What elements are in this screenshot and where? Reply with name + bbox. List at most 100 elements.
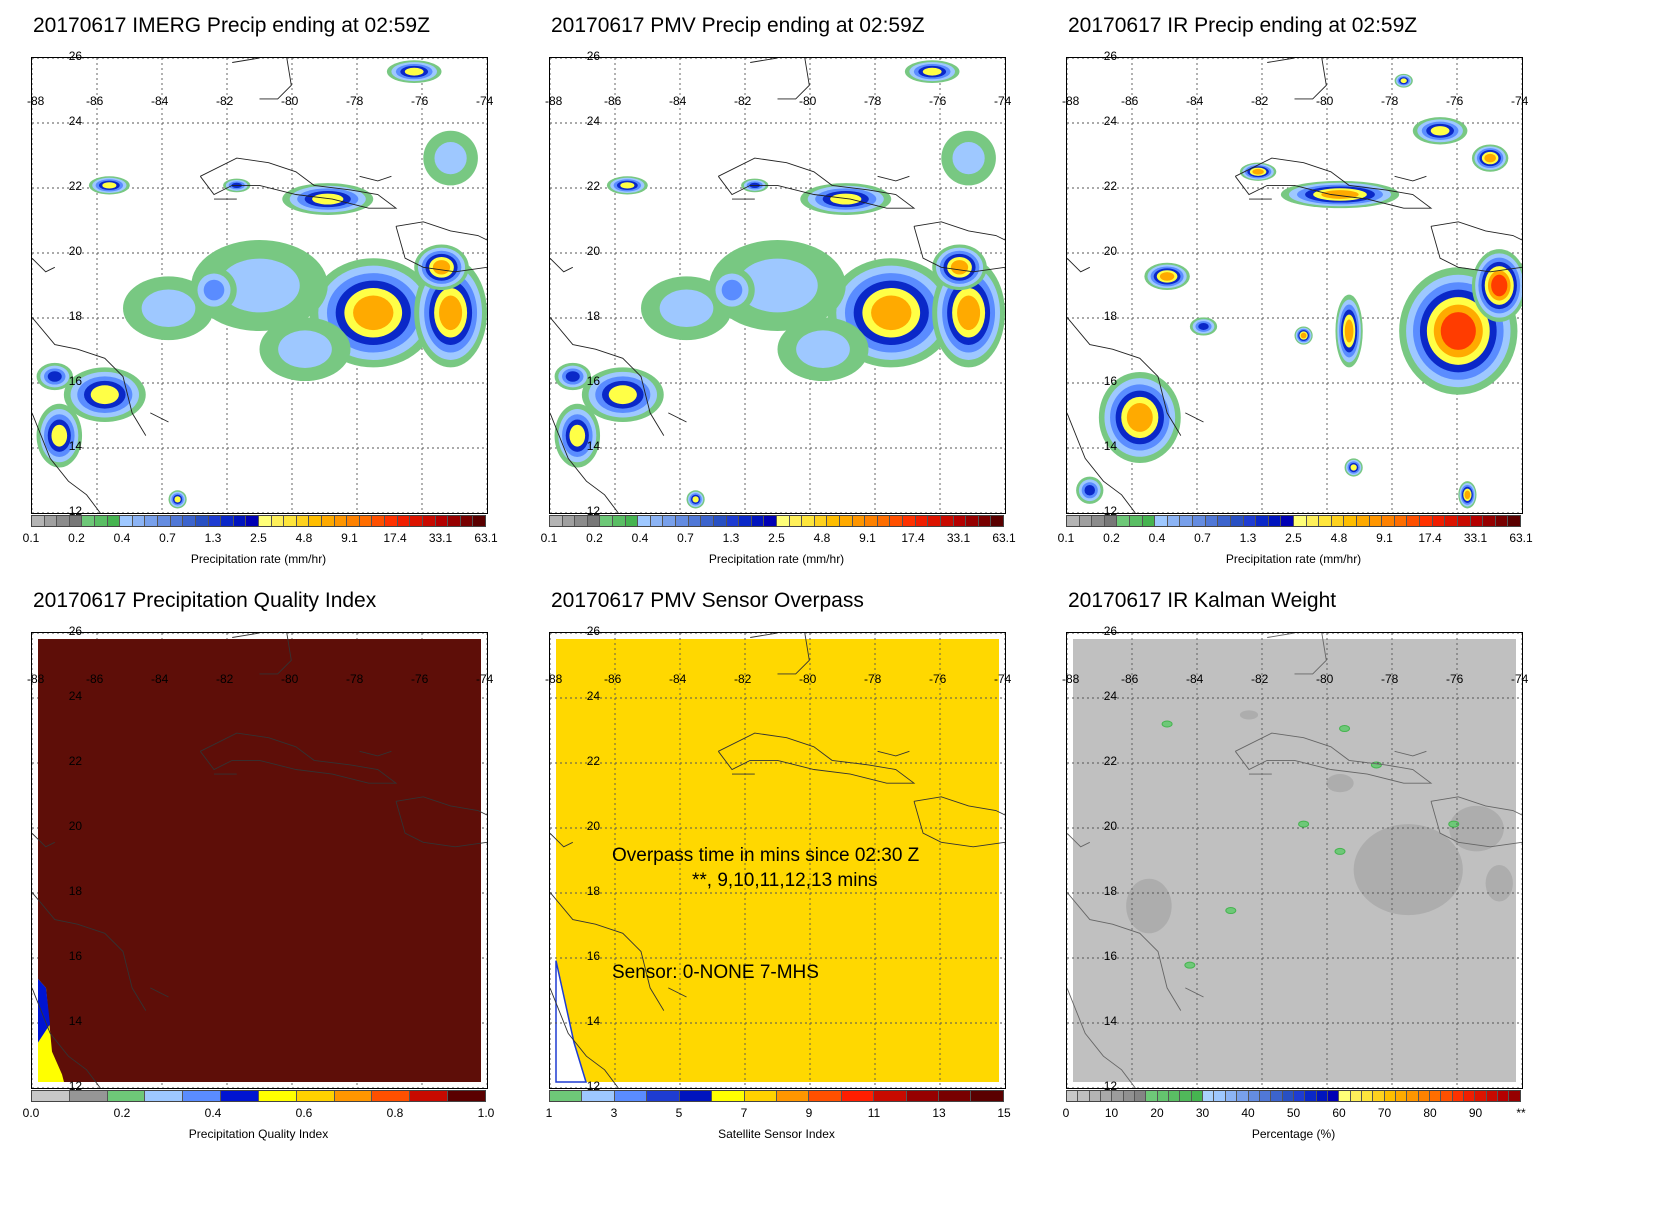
colorbar-swatch (1259, 1091, 1272, 1101)
colorbar-swatch (284, 516, 297, 526)
lon-label: -74 (476, 94, 494, 108)
colorbar-swatch (840, 516, 853, 526)
panel-title: 20170617 IR Precip ending at 02:59Z (1068, 14, 1418, 37)
panel-title: 20170617 IR Kalman Weight (1068, 589, 1337, 612)
precip-cell (278, 330, 332, 368)
map-canvas (550, 58, 1005, 513)
map-frame[interactable] (549, 632, 1006, 1089)
lon-label: -80 (799, 672, 817, 686)
colorbar-swatch (460, 516, 474, 526)
colorbar-swatch (372, 1091, 411, 1101)
lat-label: 26 (68, 49, 83, 63)
colorbar-swatch (827, 516, 841, 526)
colorbar-tick: 7 (740, 1106, 748, 1120)
colorbar-swatch (107, 1091, 146, 1101)
lon-label: -82 (216, 672, 234, 686)
colorbar-swatch (1361, 1091, 1374, 1101)
lon-label: -82 (734, 94, 752, 108)
colorbar-swatch (1123, 1091, 1136, 1101)
colorbar-tick: 17.4 (901, 531, 925, 545)
colorbar-swatch (1243, 516, 1257, 526)
colorbar-swatch (865, 516, 878, 526)
precip-cell (1350, 464, 1357, 471)
colorbar-swatch (1382, 516, 1395, 526)
colorbar-swatch (1155, 516, 1168, 526)
lat-label: 18 (68, 884, 83, 898)
precip-cell (102, 182, 117, 189)
colorbar-swatch (1319, 516, 1332, 526)
colorbar-tick: 63.1 (992, 531, 1016, 545)
precip-cell (1400, 78, 1407, 84)
colorbar-swatch (890, 516, 904, 526)
coastline (32, 58, 487, 513)
colorbar-swatch (744, 1091, 777, 1101)
colorbar-tick: 20 (1150, 1106, 1164, 1120)
colorbar-swatch (57, 516, 70, 526)
colorbar-swatch (44, 516, 58, 526)
colorbar-tick: 0.4 (1148, 531, 1166, 545)
lat-label: 14 (1103, 1014, 1118, 1028)
colorbar-tick: 0.7 (677, 531, 694, 545)
colorbar-tick: 30 (1195, 1106, 1210, 1120)
colorbar-swatch (1464, 1091, 1476, 1101)
map-canvas (32, 633, 487, 1088)
map-frame[interactable] (1066, 57, 1523, 514)
precip-cell (952, 141, 985, 175)
colorbar-title: Precipitation rate (mm/hr) (1225, 552, 1362, 566)
colorbar-swatch (69, 516, 83, 526)
weight-field (1126, 878, 1172, 934)
colorbar-tick: 9 (805, 1106, 813, 1120)
lon-label: -86 (86, 672, 104, 686)
colorbar-swatch (1508, 516, 1520, 526)
colorbar-swatch (1237, 1091, 1249, 1101)
colorbar-swatch (1373, 1091, 1385, 1101)
colorbar-swatch (575, 516, 588, 526)
map-frame[interactable] (31, 632, 488, 1089)
colorbar-swatch (625, 516, 639, 526)
precip-cell (830, 193, 862, 205)
colorbar-swatch (334, 516, 348, 526)
lon-label: -84 (1186, 94, 1204, 108)
colorbar-swatch (359, 516, 373, 526)
lat-label: 26 (1103, 624, 1118, 638)
colorbar-tick: 0.2 (1103, 531, 1120, 545)
precip-cell (51, 424, 68, 447)
colorbar-swatch (1067, 1091, 1079, 1101)
lon-label: -88 (27, 672, 45, 686)
colorbar-tick: 0.7 (1194, 531, 1211, 545)
sensor-legend-note: Sensor: 0-NONE 7-MHS (612, 962, 819, 983)
lon-label: -88 (545, 94, 563, 108)
lon-label: -88 (1062, 672, 1080, 686)
colorbar-title: Satellite Sensor Index (718, 1127, 835, 1141)
colorbar-swatch (928, 516, 941, 526)
colorbar-swatch (1509, 1091, 1520, 1101)
colorbar-swatch (1432, 516, 1446, 526)
colorbar-title: Precipitation rate (mm/hr) (190, 552, 327, 566)
lon-label: -78 (1381, 94, 1399, 108)
colorbar-swatch (334, 1091, 373, 1101)
colorbar-swatch (372, 516, 386, 526)
map-frame[interactable] (549, 57, 1006, 514)
precip-cell (569, 424, 586, 447)
colorbar-swatch (1486, 1091, 1499, 1101)
map-frame[interactable] (31, 57, 488, 514)
colorbar-swatch (410, 1091, 449, 1101)
map-frame[interactable] (1066, 632, 1523, 1089)
lon-label: -74 (476, 672, 494, 686)
colorbar-swatch (1457, 516, 1471, 526)
colorbar-swatch (726, 516, 740, 526)
precip-cell (1430, 126, 1450, 136)
lat-label: 24 (1103, 689, 1118, 703)
colorbar (1066, 515, 1521, 527)
colorbar-tick: 1.3 (1239, 531, 1257, 545)
colorbar-swatch (221, 1091, 259, 1101)
lon-label: -82 (734, 672, 752, 686)
colorbar-tick: 15 (997, 1106, 1011, 1120)
lat-label: 22 (1103, 179, 1118, 193)
colorbar-swatch (764, 516, 777, 526)
colorbar-swatch (1089, 1091, 1102, 1101)
colorbar-swatch (701, 516, 714, 526)
colorbar-swatch (852, 516, 866, 526)
colorbar-tick: 3 (610, 1106, 618, 1120)
colorbar-swatch (582, 1091, 615, 1101)
